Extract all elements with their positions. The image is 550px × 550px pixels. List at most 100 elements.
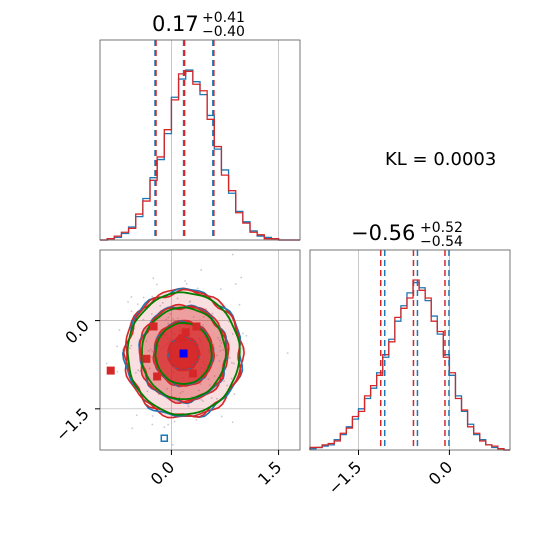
scatter-point: [217, 336, 220, 339]
hist2-series-a: [309, 281, 510, 451]
scatter-point: [150, 356, 153, 359]
contour-series-b-0: [168, 336, 200, 371]
scatter-point: [198, 319, 201, 322]
scatter-point: [147, 349, 150, 352]
outlier-square-6: [106, 366, 115, 375]
scatter-point: [286, 352, 289, 355]
x-tick-label-param2-0: −1.5: [324, 457, 365, 498]
scatter-point: [118, 329, 121, 332]
scatter-point: [185, 282, 188, 285]
hist1-series-b: [100, 70, 300, 241]
scatter-point: [136, 303, 139, 306]
scatter-point: [128, 347, 131, 350]
hist2-frame: [309, 249, 511, 451]
scatter-point: [200, 269, 203, 271]
title-param2: −0.56 +0.52 −0.54: [351, 220, 463, 250]
scatter-point: [167, 423, 170, 426]
scatter-point: [219, 349, 222, 352]
scatter-point: [197, 389, 200, 392]
scatter-point: [181, 390, 184, 393]
title-param1-minus: −0.40: [202, 24, 245, 40]
scatter-point: [219, 288, 222, 291]
scatter-point: [210, 397, 213, 399]
scatter-point: [220, 415, 223, 418]
scatter-point: [176, 297, 179, 300]
scatter-point: [163, 426, 166, 428]
histogram-param1-panel: [99, 39, 301, 241]
joint-frame: [99, 249, 301, 451]
scatter-point: [116, 345, 119, 348]
scatter-point: [215, 354, 218, 357]
scatter-point: [231, 253, 234, 256]
title-param2-minus: −0.54: [420, 234, 463, 250]
scatter-point: [155, 283, 158, 286]
scatter-point: [202, 316, 205, 318]
kl-annotation: KL = 0.0003: [385, 149, 496, 170]
scatter-point: [207, 378, 210, 381]
scatter-point: [151, 295, 154, 298]
scatter-point: [167, 316, 170, 319]
scatter-point: [233, 393, 236, 395]
contour-green-1: [141, 306, 227, 401]
hist2-series-b: [309, 279, 510, 451]
scatter-point: [231, 333, 234, 335]
title-param2-plus: +0.52: [420, 220, 463, 236]
scatter-point: [226, 384, 228, 387]
title-param1-plus: +0.41: [202, 10, 245, 26]
tick-labels: 0.0 1.5 −1.5 0.0 0.0 −1.5: [52, 316, 456, 498]
outlier-blue: [160, 434, 169, 442]
scatter-point: [200, 398, 203, 401]
scatter-point: [208, 384, 211, 387]
scatter-point: [195, 418, 198, 421]
scatter-point: [199, 383, 202, 385]
scatter-point: [188, 301, 191, 303]
scatter-point: [219, 345, 221, 348]
scatter-point: [242, 332, 244, 335]
scatter-point: [219, 339, 221, 342]
scatter-point: [177, 317, 179, 320]
title-param2-main: −0.56: [351, 221, 415, 245]
scatter-point: [178, 396, 181, 399]
scatter-point: [187, 405, 190, 408]
scatter-point: [151, 350, 154, 353]
scatter-point: [230, 377, 233, 380]
y-tick-label-param2-1: −1.5: [52, 404, 93, 445]
scatter-point: [223, 380, 225, 382]
hist1-frame: [99, 39, 301, 241]
scatter-point: [196, 287, 199, 290]
scatter-point: [152, 277, 155, 280]
scatter-point: [238, 303, 241, 306]
scatter-point: [130, 310, 133, 313]
scatter-point: [130, 296, 133, 298]
scatter-point: [231, 421, 234, 424]
scatter-point: [169, 313, 171, 315]
scatter-point: [202, 400, 204, 402]
scatter-point: [172, 318, 175, 320]
scatter-point: [233, 362, 235, 365]
outlier-square-4: [142, 354, 151, 363]
scatter-point: [220, 341, 223, 344]
scatter-point: [179, 392, 182, 395]
scatter-point: [165, 318, 168, 321]
joint-density-panel: [99, 249, 301, 451]
scatter-point: [161, 302, 164, 304]
scatter-point: [159, 304, 162, 307]
scatter-point: [166, 387, 169, 390]
scatter-point: [228, 356, 231, 359]
scatter-point: [184, 280, 186, 282]
scatter-point: [151, 415, 154, 417]
center-marker: [179, 349, 188, 358]
contour-green-2: [126, 291, 241, 416]
scatter-point: [145, 340, 148, 342]
scatter-point: [130, 344, 133, 347]
scatter-point: [171, 443, 174, 446]
scatter-point: [205, 308, 207, 310]
scatter-point: [173, 420, 176, 423]
title-param1: 0.17 +0.41 −0.40: [152, 10, 245, 40]
scatter-point: [150, 313, 153, 315]
scatter-point: [142, 318, 145, 321]
scatter-point: [215, 397, 218, 400]
scatter-point: [245, 334, 248, 337]
scatter-point: [135, 371, 137, 374]
outlier-square-5: [178, 334, 187, 343]
